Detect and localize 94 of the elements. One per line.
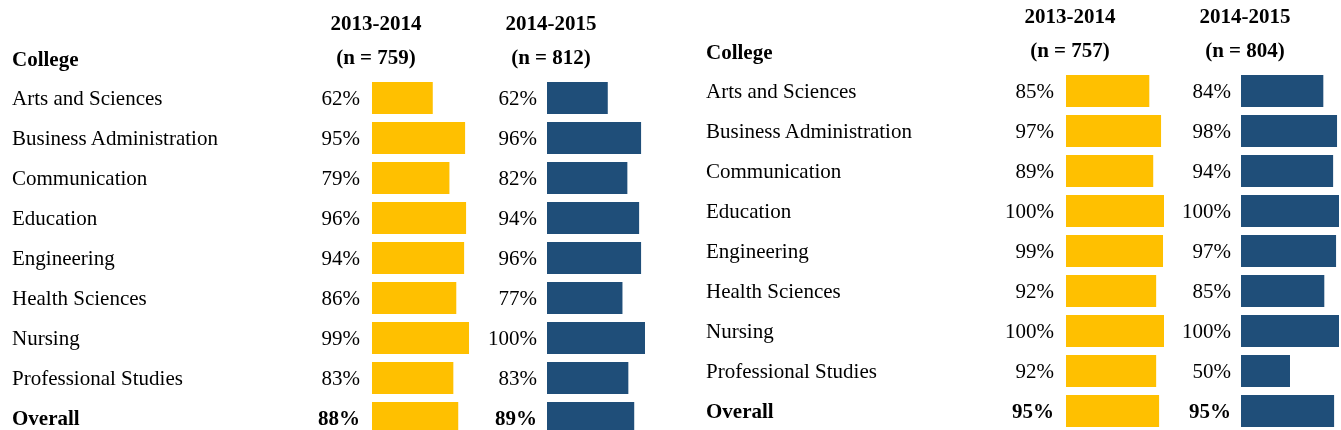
data-label: 100% bbox=[488, 326, 537, 350]
data-label: 95% bbox=[321, 126, 360, 150]
bar bbox=[372, 242, 465, 274]
bar bbox=[547, 202, 640, 234]
y-tick-label: Overall bbox=[12, 406, 80, 430]
y-tick-label: Education bbox=[706, 199, 792, 223]
bar bbox=[1066, 195, 1164, 227]
y-tick-label: Engineering bbox=[706, 239, 810, 263]
y-tick-label: Business Administration bbox=[706, 119, 913, 143]
y-tick-label: Health Sciences bbox=[706, 279, 841, 303]
data-label: 86% bbox=[321, 286, 360, 310]
bar bbox=[1066, 235, 1164, 267]
chart-title: 2013-2014 (n = 759) bbox=[330, 11, 422, 69]
y-tick-label: Nursing bbox=[12, 326, 81, 350]
data-label: 83% bbox=[498, 366, 537, 390]
bar bbox=[372, 122, 466, 154]
bar bbox=[1241, 195, 1339, 227]
data-label: 62% bbox=[321, 86, 360, 110]
bar bbox=[1241, 75, 1324, 107]
data-label: 100% bbox=[1005, 199, 1054, 223]
chart-title: 2014-2015 (n = 804) bbox=[1199, 4, 1291, 62]
data-label: 99% bbox=[1015, 239, 1054, 263]
data-label: 99% bbox=[321, 326, 360, 350]
bar bbox=[372, 282, 457, 314]
data-label: 94% bbox=[321, 246, 360, 270]
bar bbox=[1241, 355, 1290, 387]
y-tick-label: Arts and Sciences bbox=[706, 79, 857, 103]
bar bbox=[372, 362, 454, 394]
bar bbox=[547, 162, 628, 194]
data-label: 96% bbox=[321, 206, 360, 230]
y-tick-label: Engineering bbox=[12, 246, 116, 270]
bar bbox=[1066, 315, 1164, 347]
bar bbox=[547, 282, 623, 314]
y-tick-label: Professional Studies bbox=[12, 366, 183, 390]
bar bbox=[1241, 395, 1335, 427]
data-label: 85% bbox=[1015, 79, 1054, 103]
bar bbox=[1066, 75, 1150, 107]
bar bbox=[1241, 155, 1334, 187]
data-label: 88% bbox=[318, 406, 360, 430]
data-label: 94% bbox=[498, 206, 537, 230]
bar bbox=[372, 202, 467, 234]
data-label: 85% bbox=[1192, 279, 1231, 303]
bar bbox=[1241, 235, 1337, 267]
data-label: 96% bbox=[498, 246, 537, 270]
y-axis-title: College bbox=[12, 47, 79, 71]
data-label: 96% bbox=[498, 126, 537, 150]
bar bbox=[1066, 155, 1154, 187]
data-label: 94% bbox=[1192, 159, 1231, 183]
data-label: 95% bbox=[1012, 399, 1054, 423]
bar bbox=[1066, 115, 1162, 147]
bar bbox=[372, 82, 433, 114]
y-tick-label: Professional Studies bbox=[706, 359, 877, 383]
bar bbox=[372, 162, 450, 194]
data-label: 83% bbox=[321, 366, 360, 390]
y-tick-label: Business Administration bbox=[12, 126, 219, 150]
data-label: 92% bbox=[1015, 279, 1054, 303]
bar bbox=[1241, 115, 1338, 147]
bar bbox=[547, 122, 642, 154]
y-tick-label: Communication bbox=[706, 159, 842, 183]
data-label: 100% bbox=[1005, 319, 1054, 343]
bar bbox=[372, 322, 470, 354]
bar bbox=[1066, 395, 1160, 427]
data-label: 92% bbox=[1015, 359, 1054, 383]
bar bbox=[547, 322, 645, 354]
bar bbox=[1066, 355, 1157, 387]
data-label: 50% bbox=[1192, 359, 1231, 383]
y-tick-label: Nursing bbox=[706, 319, 775, 343]
data-label: 82% bbox=[498, 166, 537, 190]
bar bbox=[1066, 275, 1157, 307]
bar bbox=[1241, 315, 1339, 347]
y-tick-label: Communication bbox=[12, 166, 148, 190]
data-label: 97% bbox=[1192, 239, 1231, 263]
y-tick-label: Health Sciences bbox=[12, 286, 147, 310]
bar bbox=[547, 362, 629, 394]
data-label: 95% bbox=[1189, 399, 1231, 423]
y-tick-label: Education bbox=[12, 206, 98, 230]
chart-title: 2014-2015 (n = 812) bbox=[505, 11, 597, 69]
y-tick-label: Arts and Sciences bbox=[12, 86, 163, 110]
y-axis-title: College bbox=[706, 40, 773, 64]
bar bbox=[547, 242, 642, 274]
data-label: 89% bbox=[495, 406, 537, 430]
data-label: 77% bbox=[498, 286, 537, 310]
data-label: 79% bbox=[321, 166, 360, 190]
y-tick-label: Overall bbox=[706, 399, 774, 423]
data-label: 84% bbox=[1192, 79, 1231, 103]
data-label: 97% bbox=[1015, 119, 1054, 143]
data-label: 98% bbox=[1192, 119, 1231, 143]
data-label: 100% bbox=[1182, 199, 1231, 223]
bar bbox=[1241, 275, 1325, 307]
chart-title: 2013-2014 (n = 757) bbox=[1024, 4, 1116, 62]
data-label: 89% bbox=[1015, 159, 1054, 183]
data-label: 100% bbox=[1182, 319, 1231, 343]
bar bbox=[547, 82, 608, 114]
data-label: 62% bbox=[498, 86, 537, 110]
